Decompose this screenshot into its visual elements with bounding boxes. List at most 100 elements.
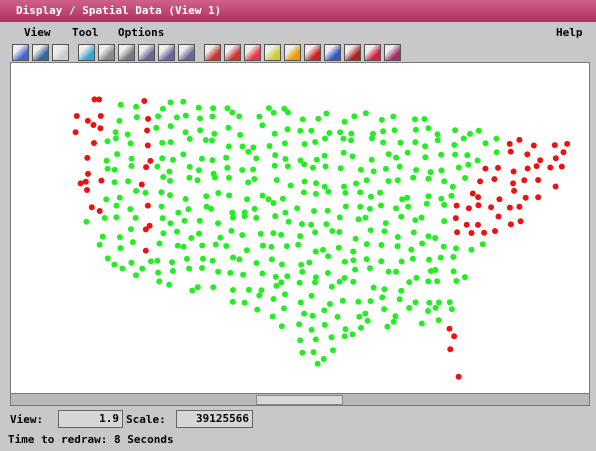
map-point: [83, 218, 90, 225]
tool-button[interactable]: [118, 44, 135, 61]
map-point: [104, 165, 111, 172]
map-point: [481, 229, 488, 236]
map-point: [381, 228, 388, 235]
map-view: [10, 62, 590, 394]
tool-button[interactable]: [384, 44, 401, 61]
tool-button[interactable]: [178, 44, 195, 61]
map-point: [241, 213, 248, 220]
map-point: [269, 313, 276, 320]
map-point: [209, 257, 216, 264]
map-point: [182, 129, 189, 136]
menu-item[interactable]: View: [24, 26, 51, 39]
map-point: [378, 242, 385, 248]
map-point: [393, 205, 399, 212]
tool-button[interactable]: [364, 44, 381, 61]
view-field[interactable]: 1.9: [58, 410, 123, 428]
tool-button[interactable]: [324, 44, 341, 61]
map-point: [111, 166, 118, 173]
map-point: [306, 259, 313, 266]
map-point: [367, 193, 374, 200]
map-point: [143, 164, 150, 171]
tool-button[interactable]: [264, 44, 281, 61]
map-point: [272, 213, 279, 220]
map-point: [160, 230, 167, 237]
map-point: [348, 137, 355, 144]
map-point: [186, 135, 193, 142]
map-point: [128, 163, 135, 169]
scale-label: Scale:: [126, 413, 166, 426]
map-point: [215, 220, 221, 227]
map-point: [153, 124, 160, 131]
map-point: [270, 230, 277, 237]
map-point: [341, 118, 348, 125]
scroll-thumb[interactable]: [256, 395, 343, 405]
map-point: [453, 278, 460, 284]
map-point: [111, 261, 118, 268]
menu-item[interactable]: Tool: [72, 26, 99, 39]
map-point: [297, 157, 304, 164]
map-point: [507, 148, 514, 155]
map-point: [558, 163, 565, 170]
map-point: [381, 286, 388, 293]
map-point: [524, 165, 531, 172]
map-point: [147, 157, 154, 164]
map-point: [154, 163, 161, 170]
map-point: [398, 258, 405, 265]
map-point: [462, 175, 469, 181]
map-point: [368, 156, 375, 163]
tool-button[interactable]: [78, 44, 95, 61]
map-point: [117, 101, 124, 108]
map-point: [412, 217, 419, 224]
map-point: [425, 233, 432, 240]
tool-button[interactable]: [224, 44, 241, 61]
map-point: [212, 174, 218, 181]
tool-button[interactable]: [304, 44, 321, 61]
tool-button[interactable]: [344, 44, 361, 61]
menu-item[interactable]: Options: [118, 26, 165, 39]
map-point: [405, 203, 412, 210]
map-point: [167, 99, 174, 106]
map-point: [398, 213, 405, 220]
tool-button[interactable]: [138, 44, 155, 61]
tool-button[interactable]: [12, 44, 29, 61]
map-point: [196, 217, 203, 224]
map-point: [270, 200, 277, 206]
map-point: [296, 321, 303, 328]
scale-field[interactable]: 39125566: [176, 410, 253, 428]
map-point: [330, 347, 336, 354]
map-point: [560, 149, 567, 156]
map-point: [266, 105, 272, 112]
map-point: [357, 189, 364, 196]
map-point: [524, 151, 531, 158]
menu-help[interactable]: Help: [556, 26, 583, 39]
map-point: [273, 282, 280, 289]
map-point: [133, 272, 139, 279]
map-point: [418, 320, 425, 327]
tool-button[interactable]: [158, 44, 175, 61]
map-point: [362, 310, 369, 317]
map-point: [297, 299, 304, 306]
map-point: [197, 115, 203, 122]
tool-button[interactable]: [32, 44, 49, 61]
map-point: [404, 149, 411, 156]
map-point: [384, 323, 391, 330]
tool-button[interactable]: [52, 44, 69, 61]
map-point: [398, 287, 405, 294]
tool-button[interactable]: [98, 44, 115, 61]
map-point: [167, 177, 173, 184]
map-point: [495, 213, 502, 220]
map-point: [298, 261, 305, 268]
tool-button[interactable]: [284, 44, 301, 61]
map-point: [239, 167, 246, 173]
tool-button[interactable]: [244, 44, 261, 61]
tool-button[interactable]: [204, 44, 221, 61]
map-point: [142, 189, 149, 196]
map-point: [367, 265, 373, 272]
map-point: [84, 187, 90, 193]
scrollbar[interactable]: [10, 393, 590, 406]
map-point: [312, 229, 319, 236]
map-point: [362, 214, 369, 221]
map-point: [241, 299, 248, 306]
map-point: [239, 232, 246, 238]
